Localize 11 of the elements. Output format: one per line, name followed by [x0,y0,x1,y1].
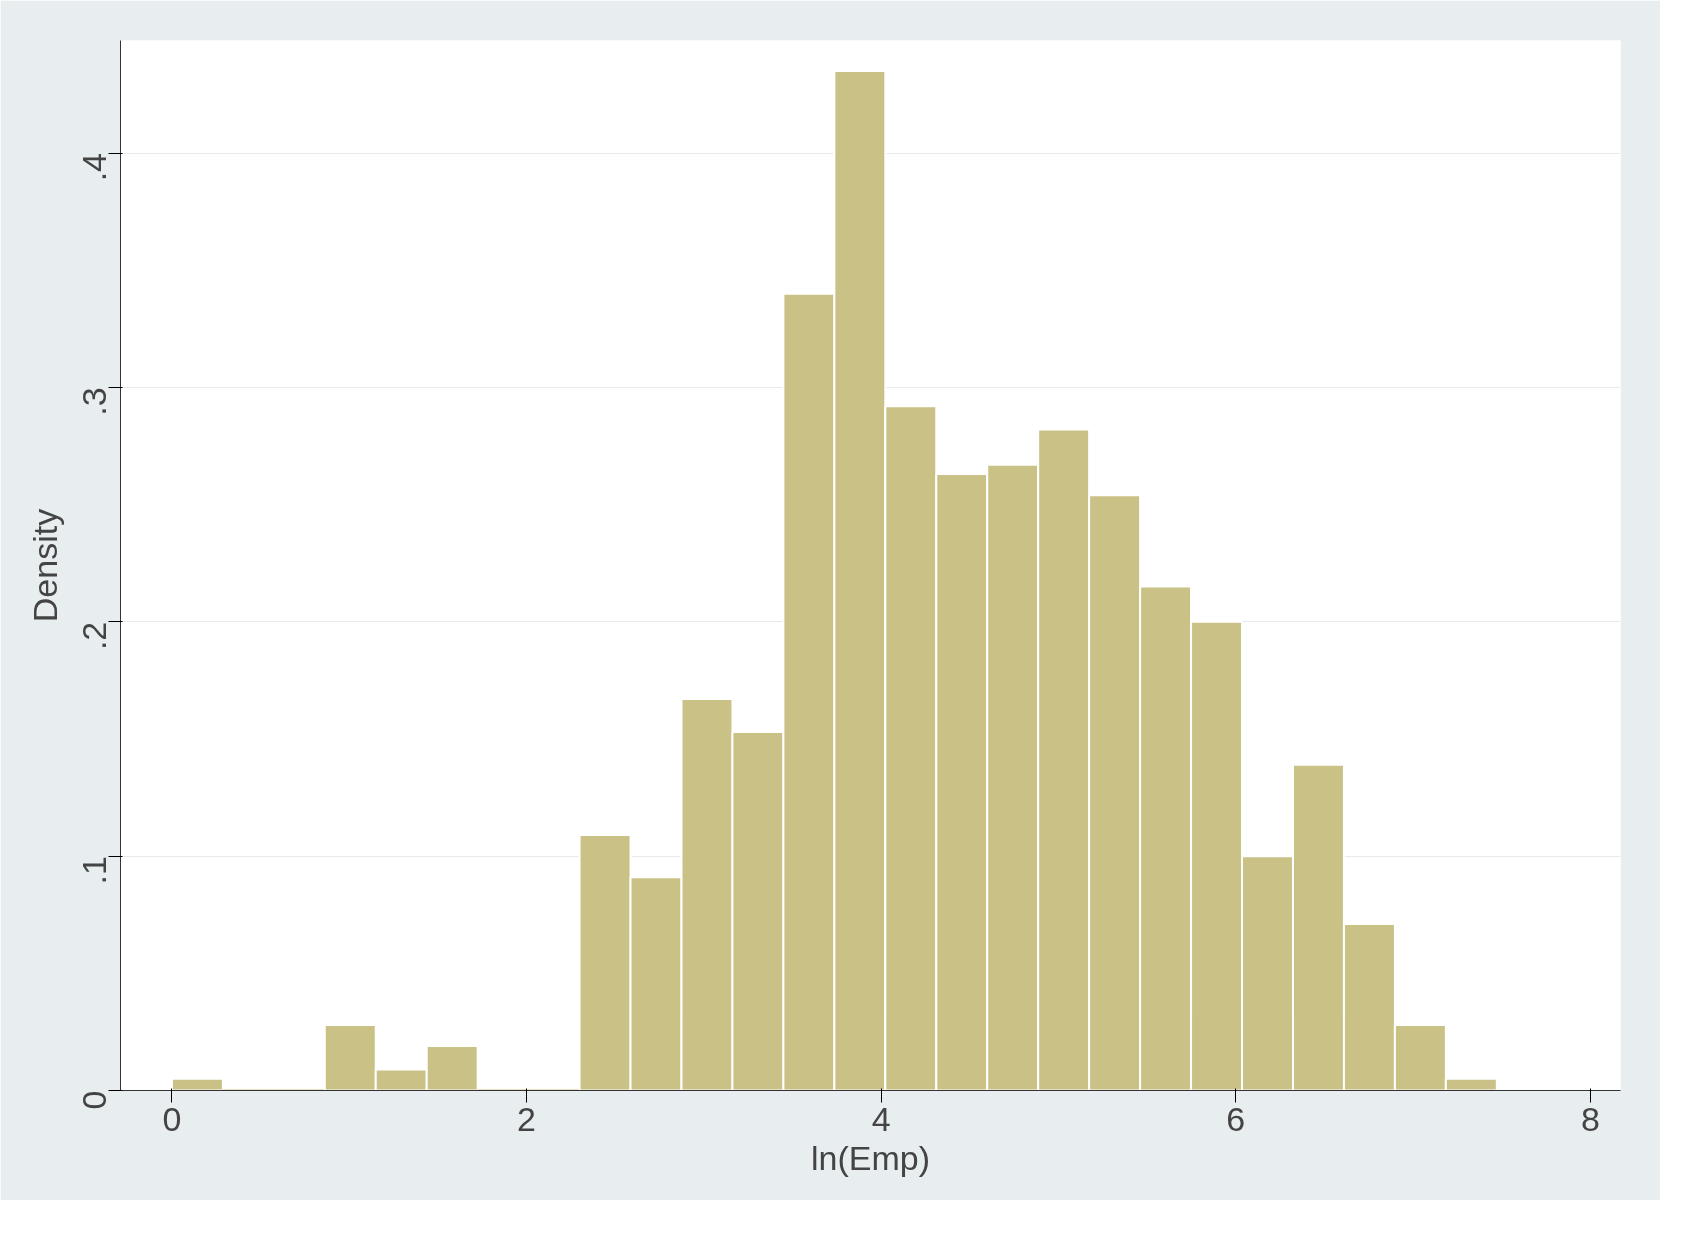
x-tick-label: 6 [1226,1099,1246,1138]
y-axis-title: Density [25,508,64,623]
y-tick-label: .1 [75,856,113,885]
y-tick-label: .2 [75,621,113,651]
y-tick-label: .3 [75,387,113,416]
x-tick-label: 0 [162,1099,182,1138]
y-tick-label: .4 [75,153,113,182]
x-axis-title: ln(Emp) [810,1138,931,1177]
x-tick-label: 4 [871,1099,891,1138]
x-tick-label: 8 [1580,1099,1600,1138]
x-tick-label: 2 [517,1099,536,1138]
